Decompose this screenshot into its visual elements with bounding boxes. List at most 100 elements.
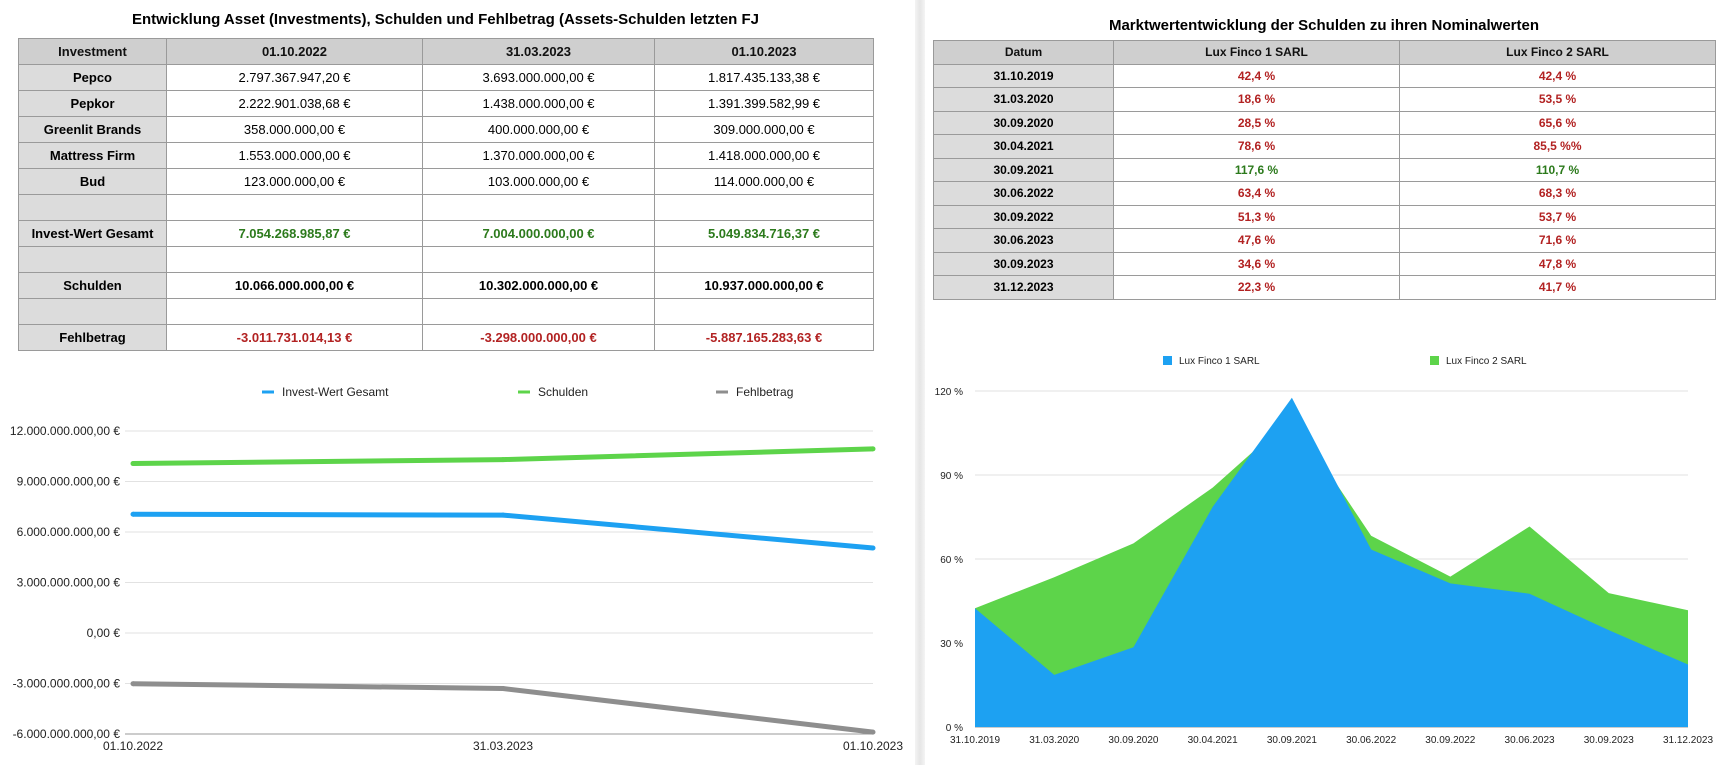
finco-2-value: 110,7 %	[1399, 157, 1716, 182]
invest-total-value: 7.004.000.000,00 €	[422, 220, 655, 247]
schulden-value: 10.302.000.000,00 €	[422, 272, 655, 299]
data-point	[870, 545, 876, 551]
table-row: Mattress Firm 1.553.000.000,00 € 1.370.0…	[18, 142, 874, 169]
x-tick-label: 30.06.2023	[1505, 735, 1555, 746]
y-tick-label: 9.000.000.000,00 €	[17, 475, 121, 489]
date-cell: 30.09.2023	[933, 251, 1114, 276]
header-datum: Datum	[933, 40, 1114, 65]
table-row: 30.09.2022 51,3 % 53,7 %	[933, 204, 1716, 229]
cell-empty	[654, 194, 874, 221]
invest-total-value: 7.054.268.985,87 €	[166, 220, 423, 247]
x-tick-label: 30.09.2023	[1584, 735, 1634, 746]
date-cell: 30.06.2022	[933, 181, 1114, 206]
fehlbetrag-label: Fehlbetrag	[18, 324, 167, 351]
header-investment: Investment	[18, 38, 167, 65]
finco-2-value: 68,3 %	[1399, 181, 1716, 206]
cell-empty	[422, 246, 655, 273]
legend-label: Lux Finco 1 SARL	[1179, 356, 1260, 367]
cell: 103.000.000,00 €	[422, 168, 655, 195]
row-label: Greenlit Brands	[18, 116, 167, 143]
cell: 358.000.000,00 €	[166, 116, 423, 143]
date-cell: 30.09.2020	[933, 110, 1114, 135]
series-line	[132, 511, 874, 551]
x-tick-label: 30.06.2022	[1346, 735, 1396, 746]
data-point	[500, 512, 506, 518]
finco-2-value: 53,7 %	[1399, 204, 1716, 229]
cell: 1.553.000.000,00 €	[166, 142, 423, 169]
finco-1-value: 22,3 %	[1113, 275, 1400, 300]
left-panel: Entwicklung Asset (Investments), Schulde…	[9, 11, 904, 753]
series-area	[975, 397, 1688, 727]
data-point	[500, 457, 506, 463]
finco-1-value: 42,4 %	[1113, 63, 1400, 88]
table-row: 30.04.2021 78,6 % 85,5 %%	[933, 134, 1716, 159]
table-row: Pepco 2.797.367.947,20 € 3.693.000.000,0…	[18, 64, 874, 91]
header-date-1: 01.10.2022	[166, 38, 423, 65]
x-tick-label: 30.09.2021	[1267, 735, 1317, 746]
legend-label: Schulden	[538, 385, 588, 399]
row-label: Pepco	[18, 64, 167, 91]
cell: 2.222.901.038,68 €	[166, 90, 423, 117]
table-row: Pepkor 2.222.901.038,68 € 1.438.000.000,…	[18, 90, 874, 117]
finco-1-value: 28,5 %	[1113, 110, 1400, 135]
finco-1-value: 78,6 %	[1113, 134, 1400, 159]
table-row: 31.12.2023 22,3 % 41,7 %	[933, 275, 1716, 300]
row-label: Bud	[18, 168, 167, 195]
finco-2-value: 53,5 %	[1399, 87, 1716, 112]
cell: 1.391.399.582,99 €	[654, 90, 874, 117]
date-cell: 31.03.2020	[933, 87, 1114, 112]
fehlbetrag-value: -5.887.165.283,63 €	[654, 324, 874, 351]
invest-total-row: Invest-Wert Gesamt 7.054.268.985,87 € 7.…	[18, 220, 874, 247]
y-tick-label: 0,00 €	[87, 626, 121, 640]
data-point	[130, 681, 136, 687]
x-tick-label: 01.10.2022	[103, 739, 163, 753]
cell-empty	[166, 194, 423, 221]
fehlbetrag-value: -3.011.731.014,13 €	[166, 324, 423, 351]
finco-1-value: 117,6 %	[1113, 157, 1400, 182]
legend-label: Lux Finco 2 SARL	[1446, 356, 1527, 367]
schulden-label: Schulden	[18, 272, 167, 299]
y-tick-label: 12.000.000.000,00 €	[10, 424, 120, 438]
table-row: Greenlit Brands 358.000.000,00 € 400.000…	[18, 116, 874, 143]
y-tick-label: -3.000.000.000,00 €	[13, 677, 121, 691]
table-row: 31.03.2020 18,6 % 53,5 %	[933, 87, 1716, 112]
cell: 2.797.367.947,20 €	[166, 64, 423, 91]
legend-swatch	[1163, 356, 1172, 365]
date-cell: 30.09.2022	[933, 204, 1114, 229]
header-date-3: 01.10.2023	[654, 38, 874, 65]
fehlbetrag-value: -3.298.000.000,00 €	[422, 324, 655, 351]
data-point	[500, 686, 506, 692]
cell: 123.000.000,00 €	[166, 168, 423, 195]
schulden-value: 10.066.000.000,00 €	[166, 272, 423, 299]
table-row: 30.09.2023 34,6 % 47,8 %	[933, 251, 1716, 276]
finco-2-value: 47,8 %	[1399, 251, 1716, 276]
finco-2-value: 71,6 %	[1399, 228, 1716, 253]
left-title: Entwicklung Asset (Investments), Schulde…	[131, 11, 760, 28]
table-row: 30.09.2020 28,5 % 65,6 %	[933, 110, 1716, 135]
cell: 309.000.000,00 €	[654, 116, 874, 143]
legend-swatch	[1430, 356, 1439, 365]
market-value-table: Datum Lux Finco 1 SARL Lux Finco 2 SARL …	[933, 40, 1716, 300]
table-header-row: Datum Lux Finco 1 SARL Lux Finco 2 SARL	[933, 40, 1716, 65]
data-point	[130, 511, 136, 517]
cell: 1.438.000.000,00 €	[422, 90, 655, 117]
table-header-row: Investment 01.10.2022 31.03.2023 01.10.2…	[18, 38, 874, 65]
row-label-empty	[18, 298, 167, 325]
cell: 1.817.435.133,38 €	[654, 64, 874, 91]
table-row: 31.10.2019 42,4 % 42,4 %	[933, 63, 1716, 88]
table-row: Bud 123.000.000,00 € 103.000.000,00 € 11…	[18, 168, 874, 195]
header-finco-1: Lux Finco 1 SARL	[1113, 40, 1400, 65]
x-tick-label: 30.09.2022	[1425, 735, 1475, 746]
right-title: Marktwertentwicklung der Schulden zu ihr…	[1108, 17, 1540, 34]
cell-empty	[166, 246, 423, 273]
y-tick-label: 3.000.000.000,00 €	[17, 576, 121, 590]
y-tick-label: 30 %	[940, 639, 963, 650]
cell: 3.693.000.000,00 €	[422, 64, 655, 91]
data-point	[870, 446, 876, 452]
legend-label: Fehlbetrag	[736, 385, 793, 399]
finco-2-value: 42,4 %	[1399, 63, 1716, 88]
row-label: Mattress Firm	[18, 142, 167, 169]
header-date-2: 31.03.2023	[422, 38, 655, 65]
finco-2-value: 85,5 %%	[1399, 134, 1716, 159]
row-label-empty	[18, 246, 167, 273]
